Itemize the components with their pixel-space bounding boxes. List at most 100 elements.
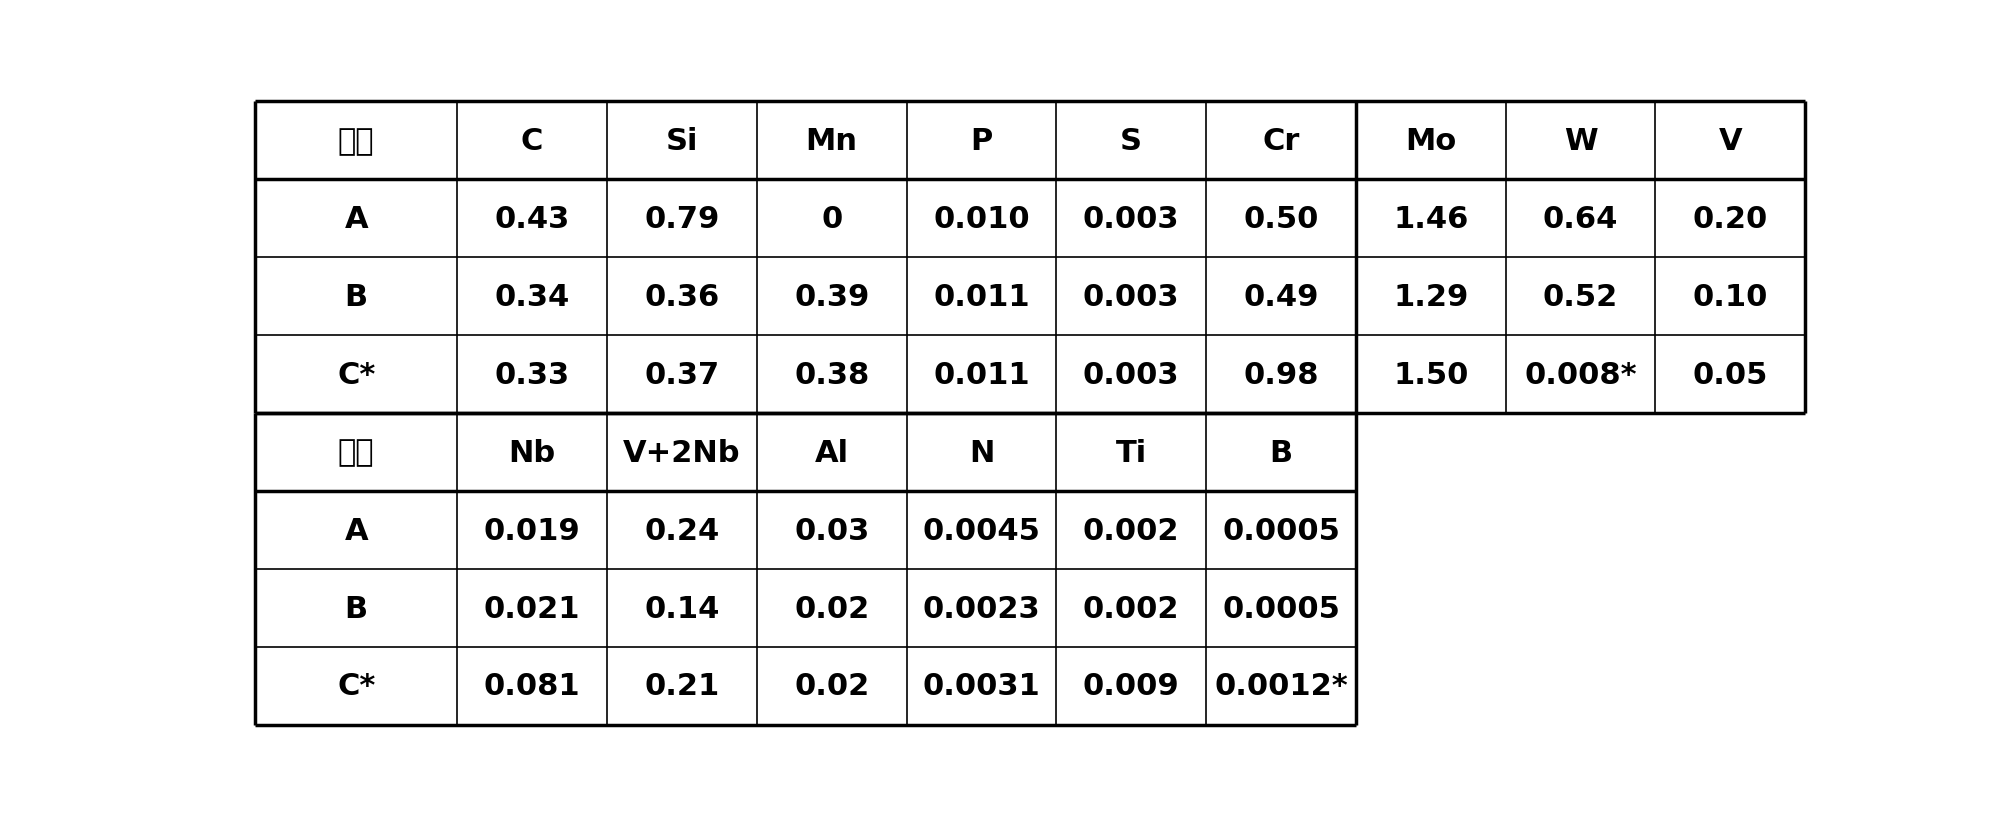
Text: 0.010: 0.010 xyxy=(933,205,1029,233)
Bar xyxy=(1357,336,1505,414)
Bar xyxy=(458,336,607,414)
Bar xyxy=(1357,102,1505,180)
Bar xyxy=(1505,336,1656,414)
Text: 1.29: 1.29 xyxy=(1393,283,1469,311)
Text: B: B xyxy=(344,594,368,622)
Bar xyxy=(1057,102,1206,180)
Bar xyxy=(255,491,458,569)
Bar xyxy=(1206,180,1357,258)
Text: Mn: Mn xyxy=(806,127,858,156)
Bar xyxy=(1057,569,1206,647)
Text: A: A xyxy=(344,205,368,233)
Text: 0.39: 0.39 xyxy=(794,283,870,311)
Bar xyxy=(1057,258,1206,336)
Text: W: W xyxy=(1564,127,1598,156)
Bar xyxy=(607,414,758,491)
Bar xyxy=(907,647,1057,725)
Text: C*: C* xyxy=(338,360,376,389)
Bar xyxy=(907,180,1057,258)
Text: 1.50: 1.50 xyxy=(1393,360,1469,389)
Bar xyxy=(458,258,607,336)
Bar xyxy=(1505,258,1656,336)
Bar xyxy=(1505,102,1656,180)
Text: Cr: Cr xyxy=(1262,127,1300,156)
Text: Nb: Nb xyxy=(509,438,555,467)
Bar xyxy=(607,569,758,647)
Text: 0.002: 0.002 xyxy=(1083,516,1180,545)
Text: 0: 0 xyxy=(820,205,842,233)
Text: 0.24: 0.24 xyxy=(645,516,720,545)
Bar xyxy=(607,102,758,180)
Bar xyxy=(1505,180,1656,258)
Bar xyxy=(758,491,907,569)
Text: 0.002: 0.002 xyxy=(1083,594,1180,622)
Text: 0.20: 0.20 xyxy=(1692,205,1769,233)
Bar xyxy=(1656,336,1805,414)
Text: 0.0031: 0.0031 xyxy=(923,672,1041,700)
Text: 0.03: 0.03 xyxy=(794,516,868,545)
Text: 0.10: 0.10 xyxy=(1692,283,1769,311)
Bar xyxy=(458,102,607,180)
Text: 0.003: 0.003 xyxy=(1083,283,1180,311)
Text: 0.081: 0.081 xyxy=(484,672,581,700)
Text: 0.64: 0.64 xyxy=(1544,205,1618,233)
Text: 0.02: 0.02 xyxy=(794,672,868,700)
Bar xyxy=(1206,414,1357,491)
Text: Al: Al xyxy=(814,438,848,467)
Bar xyxy=(758,647,907,725)
Text: 0.50: 0.50 xyxy=(1244,205,1319,233)
Bar xyxy=(1206,647,1357,725)
Text: 1.46: 1.46 xyxy=(1393,205,1469,233)
Text: 0.52: 0.52 xyxy=(1544,283,1618,311)
Text: 0.21: 0.21 xyxy=(645,672,720,700)
Text: 0.34: 0.34 xyxy=(494,283,569,311)
Bar xyxy=(1057,336,1206,414)
Bar xyxy=(458,180,607,258)
Text: 标号: 标号 xyxy=(338,127,374,156)
Bar xyxy=(607,491,758,569)
Text: 0.33: 0.33 xyxy=(494,360,569,389)
Bar xyxy=(607,647,758,725)
Bar xyxy=(758,180,907,258)
Text: 0.36: 0.36 xyxy=(645,283,720,311)
Bar xyxy=(1357,180,1505,258)
Text: 0.14: 0.14 xyxy=(645,594,720,622)
Bar xyxy=(1656,180,1805,258)
Bar xyxy=(1656,258,1805,336)
Text: 0.0045: 0.0045 xyxy=(923,516,1041,545)
Bar xyxy=(255,102,458,180)
Bar xyxy=(1206,336,1357,414)
Bar xyxy=(907,102,1057,180)
Bar xyxy=(1206,491,1357,569)
Text: N: N xyxy=(969,438,995,467)
Text: 0.021: 0.021 xyxy=(484,594,581,622)
Text: Ti: Ti xyxy=(1116,438,1148,467)
Text: V+2Nb: V+2Nb xyxy=(623,438,742,467)
Bar xyxy=(758,102,907,180)
Text: 0.003: 0.003 xyxy=(1083,360,1180,389)
Text: C: C xyxy=(521,127,543,156)
Bar xyxy=(1057,414,1206,491)
Text: 0.009: 0.009 xyxy=(1083,672,1180,700)
Bar xyxy=(255,414,458,491)
Bar xyxy=(1206,102,1357,180)
Bar xyxy=(1057,180,1206,258)
Text: A: A xyxy=(344,516,368,545)
Bar xyxy=(607,258,758,336)
Text: 0.008*: 0.008* xyxy=(1524,360,1636,389)
Text: Si: Si xyxy=(665,127,697,156)
Bar xyxy=(458,569,607,647)
Bar xyxy=(907,336,1057,414)
Text: 0.38: 0.38 xyxy=(794,360,868,389)
Text: 0.0012*: 0.0012* xyxy=(1214,672,1349,700)
Bar xyxy=(1357,258,1505,336)
Text: C*: C* xyxy=(338,672,376,700)
Text: 0.43: 0.43 xyxy=(494,205,569,233)
Text: 0.019: 0.019 xyxy=(484,516,581,545)
Bar xyxy=(758,414,907,491)
Bar xyxy=(458,414,607,491)
Text: V: V xyxy=(1719,127,1743,156)
Text: B: B xyxy=(344,283,368,311)
Bar xyxy=(1057,491,1206,569)
Bar xyxy=(607,180,758,258)
